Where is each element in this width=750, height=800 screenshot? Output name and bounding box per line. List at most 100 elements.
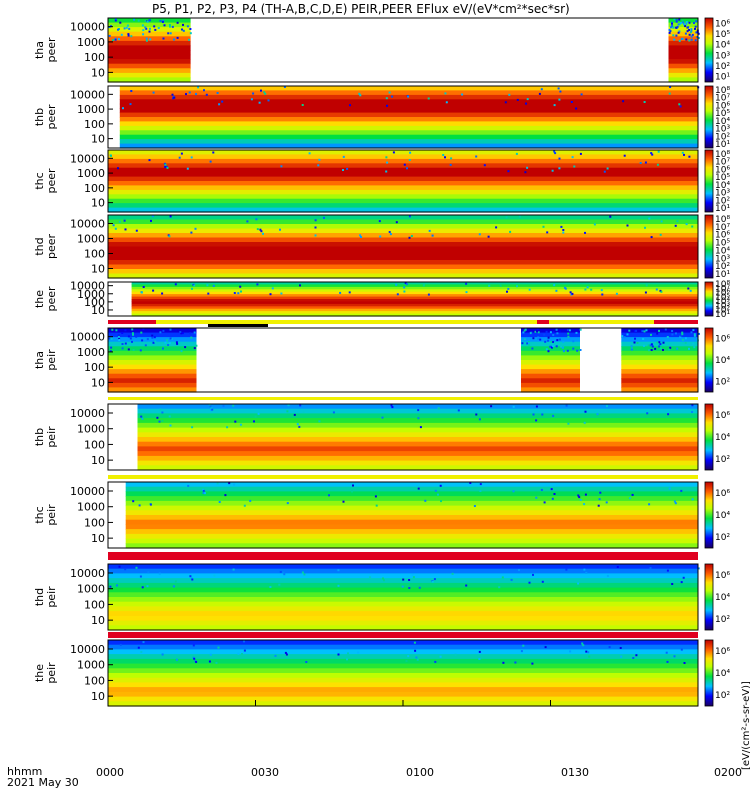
noise-pixel xyxy=(263,91,266,94)
noise-pixel xyxy=(408,579,411,581)
heatmap-cell xyxy=(108,181,698,186)
noise-pixel xyxy=(579,328,582,331)
heatmap-cell xyxy=(108,22,191,28)
heatmap-cell xyxy=(521,364,580,370)
colorbar xyxy=(704,17,714,83)
noise-pixel xyxy=(688,347,690,350)
noise-pixel xyxy=(427,97,430,100)
noise-pixel xyxy=(185,93,187,96)
noise-pixel xyxy=(259,228,262,231)
noise-pixel xyxy=(382,577,384,580)
heatmap-cell xyxy=(521,332,580,338)
colorbar-tick-label: 10¹ xyxy=(715,204,730,214)
noise-pixel xyxy=(643,101,646,103)
coverage-segment xyxy=(108,328,198,393)
noise-pixel xyxy=(262,232,264,235)
noise-pixel xyxy=(560,225,563,228)
heatmap-cell xyxy=(108,564,698,570)
noise-pixel xyxy=(615,292,618,295)
coverage-segment xyxy=(137,404,698,471)
noise-pixel xyxy=(555,328,558,331)
noise-pixel xyxy=(121,347,124,350)
noise-pixel xyxy=(684,25,687,28)
y-tick-label: 10 xyxy=(91,614,105,627)
noise-pixel xyxy=(233,292,236,294)
colorbar xyxy=(704,481,714,549)
heatmap-cell xyxy=(668,63,698,69)
noise-pixel xyxy=(395,221,398,224)
colorbar-tick-label: 10⁴ xyxy=(715,433,730,443)
noise-pixel xyxy=(445,101,448,104)
coverage-segment xyxy=(521,328,582,393)
heatmap-cell xyxy=(108,237,698,243)
noise-pixel xyxy=(264,92,267,95)
noise-pixel xyxy=(555,345,558,348)
noise-pixel xyxy=(408,215,411,218)
noise-pixel xyxy=(208,404,211,407)
noise-pixel xyxy=(209,405,212,408)
noise-pixel xyxy=(656,163,659,166)
noise-pixel xyxy=(495,226,498,229)
noise-pixel xyxy=(253,420,255,423)
noise-pixel xyxy=(684,341,687,344)
noise-pixel xyxy=(172,585,175,588)
noise-pixel xyxy=(577,582,580,585)
noise-pixel xyxy=(557,87,560,90)
noise-pixel xyxy=(651,153,654,156)
heatmap-cell xyxy=(137,446,698,452)
noise-pixel xyxy=(149,38,152,41)
noise-pixel xyxy=(665,651,668,654)
noise-pixel xyxy=(681,338,684,341)
noise-pixel xyxy=(567,332,570,335)
noise-pixel xyxy=(668,28,671,31)
noise-pixel xyxy=(616,566,619,568)
noise-pixel xyxy=(692,329,695,332)
noise-pixel xyxy=(232,404,235,407)
noise-pixel xyxy=(608,646,611,649)
noise-pixel xyxy=(117,28,119,31)
noise-pixel xyxy=(623,154,626,157)
noise-pixel xyxy=(188,91,191,94)
x-tick-0130: 0130 xyxy=(561,766,589,779)
noise-pixel xyxy=(450,157,453,160)
noise-pixel xyxy=(549,331,552,334)
colorbar-tick-label: 10⁵ xyxy=(715,239,730,249)
noise-pixel xyxy=(570,101,573,103)
noise-pixel xyxy=(348,291,351,294)
heatmap-cell xyxy=(108,369,197,375)
noise-pixel xyxy=(585,571,588,574)
noise-pixel xyxy=(478,657,481,660)
noise-pixel xyxy=(296,423,299,426)
noise-pixel xyxy=(428,229,431,232)
noise-pixel xyxy=(153,25,156,28)
noise-pixel xyxy=(556,339,559,342)
panel-thc-peir: 10 100 1000 10000 thc peir 10⁶ 10⁴ 10² xyxy=(33,481,730,549)
noise-pixel xyxy=(256,283,259,286)
noise-pixel xyxy=(283,86,286,88)
heatmap-cell xyxy=(108,582,698,589)
noise-pixel xyxy=(328,494,330,497)
noise-pixel xyxy=(620,655,623,658)
colorbar-tick-label: 10⁶ xyxy=(715,165,730,175)
heatmap-cell xyxy=(108,150,698,155)
noise-pixel xyxy=(267,99,270,102)
noise-pixel xyxy=(298,425,301,428)
noise-pixel xyxy=(151,215,154,218)
panel-tha-peir: 10 100 1000 10000 tha peir 10⁶ 10⁴ 10² xyxy=(33,327,730,393)
noise-pixel xyxy=(152,91,155,94)
noise-pixel xyxy=(649,567,652,570)
noise-pixel xyxy=(193,347,196,350)
heatmap-cell xyxy=(131,282,699,285)
heatmap-cell xyxy=(131,308,699,312)
colorbar-tick-label: 10⁶ xyxy=(715,19,730,29)
noise-pixel xyxy=(528,342,530,345)
noise-pixel xyxy=(596,413,599,416)
coverage-segment xyxy=(621,328,700,393)
heatmap-cell xyxy=(125,486,698,492)
heatmap-cell xyxy=(108,228,698,234)
noise-pixel xyxy=(688,155,691,158)
y-axis-label: peer xyxy=(45,234,58,260)
noise-pixel xyxy=(132,333,134,336)
noise-pixel xyxy=(337,569,340,572)
noise-pixel xyxy=(676,220,679,223)
